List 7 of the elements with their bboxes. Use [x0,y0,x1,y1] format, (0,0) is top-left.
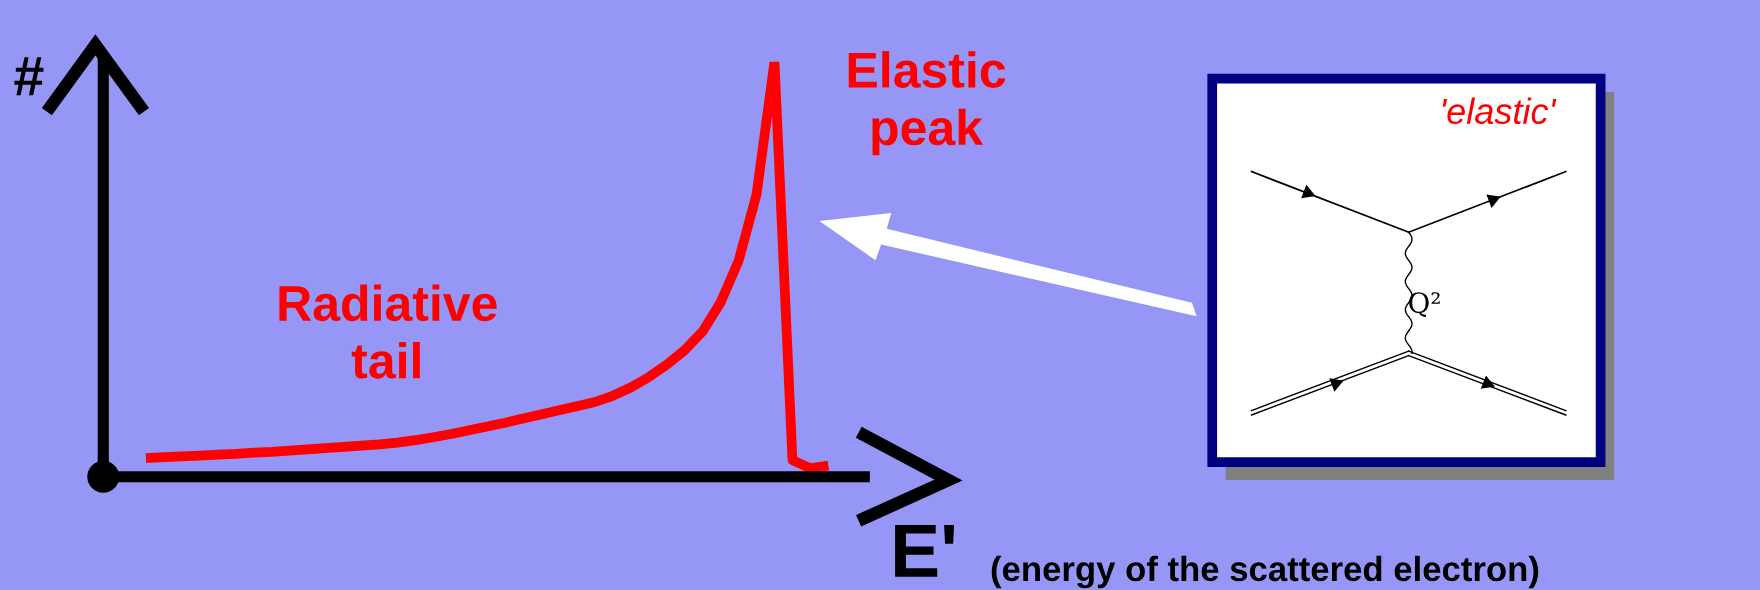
x-axis-title: E' [895,525,955,577]
text: Q² [1409,292,1440,318]
y-axis-title: # [14,57,44,96]
annotation: Radiative tail [279,284,497,379]
text: (energy of the scattered electron) [991,555,1539,589]
text: Elastic peak [848,51,1006,156]
text: 'elastic' [1442,97,1557,125]
